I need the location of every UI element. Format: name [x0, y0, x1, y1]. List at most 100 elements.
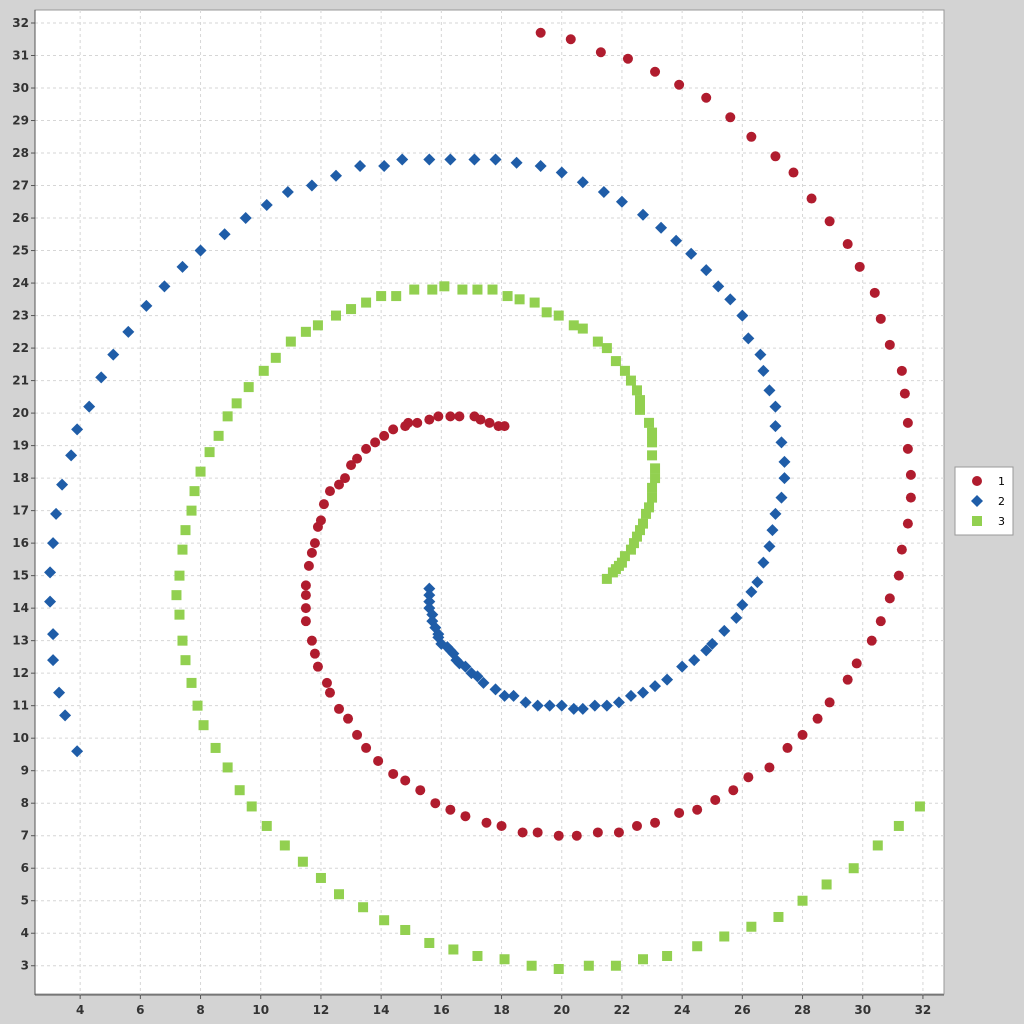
x-tick-label: 26	[734, 1003, 751, 1017]
series-3-point	[692, 941, 703, 952]
series-1-point	[481, 817, 492, 828]
series-3-point	[297, 856, 308, 867]
series-3-point	[631, 531, 642, 542]
series-3-point	[541, 307, 552, 318]
series-3-point	[625, 375, 636, 386]
series-3-point	[261, 820, 272, 831]
series-2-point	[426, 608, 439, 621]
series-3-point	[391, 291, 402, 302]
series-1-point	[710, 794, 721, 805]
series-2-point	[567, 702, 580, 715]
series-1-point	[842, 674, 853, 685]
series-1-point	[902, 443, 913, 454]
series-3-point	[553, 963, 564, 974]
series-1-point	[824, 216, 835, 227]
series-1-point	[400, 421, 411, 432]
x-tick-label: 24	[674, 1003, 691, 1017]
series-1-point	[692, 804, 703, 815]
series-3-point	[647, 427, 658, 438]
y-tick-label: 9	[21, 764, 29, 778]
series-1-point	[902, 417, 913, 428]
series-1-point	[674, 79, 685, 90]
series-1-point	[746, 131, 757, 142]
series-2-point	[688, 654, 701, 667]
y-tick-label: 20	[12, 406, 29, 420]
series-3-point	[499, 954, 510, 965]
series-2-point	[122, 325, 135, 338]
series-2-point	[423, 153, 436, 166]
series-2-point	[396, 153, 409, 166]
series-3-point	[746, 921, 757, 932]
series-3-point	[583, 960, 594, 971]
series-2-point	[477, 676, 490, 689]
series-3-point	[210, 742, 221, 753]
series-3-point	[638, 518, 649, 529]
x-tick-label: 10	[252, 1003, 269, 1017]
series-3-point	[204, 447, 215, 458]
series-2-point	[624, 689, 637, 702]
series-2-point	[661, 673, 674, 686]
series-3-point	[872, 840, 883, 851]
x-axis-ticks: 4 6 8 10 12 14 16 18 20 22 24 26 28 30 32	[76, 995, 931, 1017]
series-2-point	[329, 169, 342, 182]
series-3-point	[171, 590, 182, 601]
series-2-point	[766, 524, 779, 537]
series-1-point	[884, 339, 895, 350]
series-3-point	[424, 937, 435, 948]
series-2-point	[47, 537, 60, 550]
series-2-point	[305, 179, 318, 192]
y-tick-label: 27	[12, 179, 29, 193]
series-1-point	[334, 703, 345, 714]
series-3-point	[222, 762, 233, 773]
series-2-point	[71, 745, 84, 758]
series-2-point	[757, 364, 770, 377]
series-1-point	[496, 820, 507, 831]
series-2-point	[724, 293, 737, 306]
y-tick-label: 22	[12, 341, 29, 355]
y-tick-label: 11	[12, 699, 29, 713]
series-3-point	[346, 304, 357, 315]
series-1-point	[893, 570, 904, 581]
series-1-point	[312, 661, 323, 672]
series-1-point	[379, 430, 390, 441]
series-3-point	[553, 310, 564, 321]
series-3-point	[186, 677, 197, 688]
series-1-point	[370, 437, 381, 448]
series-3-point	[361, 297, 372, 308]
y-tick-label: 12	[12, 666, 29, 680]
series-3-point	[180, 655, 191, 666]
series-2-point	[775, 436, 788, 449]
series-3-point	[502, 291, 513, 302]
series-1-point	[812, 713, 823, 724]
x-tick-label: 14	[373, 1003, 390, 1017]
series-1-point	[309, 538, 320, 549]
series-2-point	[655, 221, 668, 234]
series-2-point	[778, 455, 791, 468]
series-1-point	[445, 411, 456, 422]
series-2-point	[670, 234, 683, 247]
series-1-point	[415, 785, 426, 796]
series-1-point	[797, 729, 808, 740]
series-1-point	[899, 388, 910, 399]
series-2-point	[107, 348, 120, 361]
series-3-point	[821, 879, 832, 890]
series-2-point	[685, 247, 698, 260]
series-2-point	[507, 689, 520, 702]
x-tick-label: 8	[196, 1003, 204, 1017]
series-2-point	[612, 696, 625, 709]
series-1-point	[535, 27, 546, 38]
series-3-point	[330, 310, 341, 321]
series-2-point	[44, 595, 57, 608]
series-1-point	[565, 34, 576, 45]
legend-label-3: 3	[998, 515, 1005, 528]
series-3-point	[192, 700, 203, 711]
series-3-point	[234, 785, 245, 796]
series-2-point	[519, 696, 532, 709]
series-3-point	[619, 551, 630, 562]
series-2-point	[218, 228, 231, 241]
series-2-point	[615, 195, 628, 208]
series-2-point	[555, 166, 568, 179]
series-3-point	[719, 931, 730, 942]
series-3-point	[243, 382, 254, 393]
series-2-point	[489, 683, 502, 696]
